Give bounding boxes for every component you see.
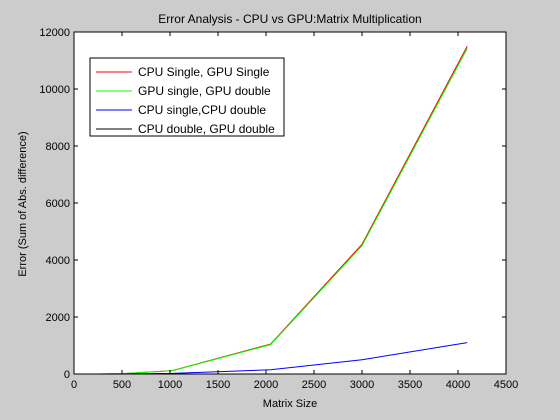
y-tick-label-3: 6000 <box>46 198 70 210</box>
x-axis-title: Matrix Size <box>263 398 317 410</box>
legend-label-1: CPU Single, GPU Single <box>138 65 270 79</box>
legend-label-4: CPU double, GPU double <box>138 122 275 136</box>
y-tick-label-1: 2000 <box>46 312 70 324</box>
chart-title: Error Analysis - CPU vs GPU:Matrix Multi… <box>158 12 421 26</box>
legend: CPU Single, GPU Single GPU single, GPU do… <box>89 57 285 137</box>
x-tick-label-3: 1500 <box>206 379 230 391</box>
x-tick-label-0: 0 <box>71 379 77 391</box>
x-tick-label-4: 2000 <box>254 379 278 391</box>
y-tick-label-5: 10000 <box>39 84 70 96</box>
x-tick-label-9: 4500 <box>494 379 518 391</box>
x-tick-label-7: 3500 <box>398 379 422 391</box>
legend-box <box>89 57 285 137</box>
x-tick-label-1: 500 <box>113 379 131 391</box>
y-tick-label-6: 12000 <box>39 27 70 39</box>
x-tick-label-2: 1000 <box>158 379 182 391</box>
y-tick-label-4: 8000 <box>46 141 70 153</box>
y-tick-label-0: 0 <box>64 369 70 381</box>
legend-label-2: GPU single, GPU double <box>138 84 271 98</box>
x-tick-label-6: 3000 <box>350 379 374 391</box>
legend-label-3: CPU single,CPU double <box>138 103 266 117</box>
ticks-layer: 0 500 1000 1500 2000 2500 3000 3500 4000 4500 0 200… <box>39 27 518 391</box>
x-tick-label-5: 2500 <box>302 379 326 391</box>
y-axis-title: Error (Sum of Abs. difference) <box>17 131 29 276</box>
y-tick-label-2: 4000 <box>46 255 70 267</box>
x-tick-label-8: 4000 <box>446 379 470 391</box>
plot-frame <box>73 31 507 375</box>
